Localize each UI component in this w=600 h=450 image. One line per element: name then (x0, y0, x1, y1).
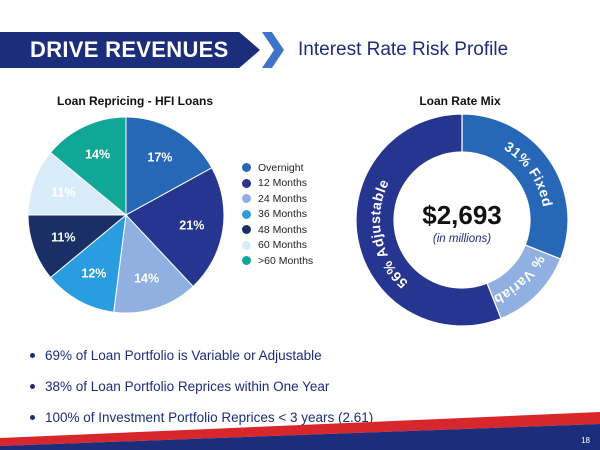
bullet-item: 38% of Loan Portfolio Reprices within On… (30, 371, 373, 402)
bullet-text: 100% of Investment Portfolio Reprices < … (45, 410, 374, 425)
footer-navy-stripe (0, 424, 600, 450)
legend-item: 12 Months (242, 176, 313, 192)
donut-segment (461, 113, 569, 260)
pie-slice (113, 213, 194, 314)
bullet-dot-icon (30, 353, 35, 358)
legend-label: 36 Months (258, 208, 308, 221)
pie-slice-label: 14% (134, 271, 159, 285)
pie-slice-label: 11% (51, 185, 75, 199)
bullet-list: 69% of Loan Portfolio is Variable or Adj… (30, 340, 373, 433)
legend-item: >60 Months (242, 253, 313, 269)
pie-slice (125, 116, 213, 216)
legend-swatch (242, 240, 251, 250)
pie-slice (125, 167, 225, 288)
pie-slice-label: 12% (81, 266, 106, 280)
legend-swatch (242, 256, 251, 266)
bullet-text: 38% of Loan Portfolio Reprices within On… (45, 379, 330, 394)
banner-title: DRIVE REVENUES (30, 37, 229, 62)
legend-label: >60 Months (258, 254, 314, 267)
legend-label: Overnight (258, 161, 304, 174)
legend-swatch (242, 209, 251, 219)
bullet-item: 69% of Loan Portfolio is Variable or Adj… (30, 340, 373, 371)
pie-chart-title: Loan Repricing - HFI Loans (56, 94, 213, 108)
donut-chart-title: Loan Rate Mix (419, 94, 501, 108)
pie-slice-label: 17% (147, 151, 172, 165)
legend-label: 60 Months (258, 239, 308, 252)
legend-swatch (242, 194, 251, 204)
legend-swatch (242, 178, 251, 188)
footer-red-stripe (0, 412, 600, 446)
legend-item: 24 Months (242, 191, 313, 207)
legend-swatch (242, 163, 251, 173)
pie-slice-label: 11% (51, 231, 75, 245)
pie-slice (27, 151, 128, 216)
legend-label: 12 Months (258, 177, 308, 190)
bullet-dot-icon (30, 415, 35, 420)
donut-center-note: (in millions) (433, 233, 491, 245)
legend-item: 36 Months (242, 207, 313, 223)
legend-label: 24 Months (258, 192, 308, 205)
pie-slice (27, 214, 128, 279)
bullet-text: 69% of Loan Portfolio is Variable or Adj… (45, 348, 322, 363)
bullet-dot-icon (30, 384, 35, 389)
pie-slice-label: 21% (179, 218, 204, 232)
page-subtitle: Interest Rate Risk Profile (298, 39, 509, 60)
donut-center-value: $2,693 (422, 200, 502, 230)
title-banner (0, 32, 260, 68)
legend-swatch (242, 225, 251, 235)
pie-slice (49, 116, 127, 217)
legend-item: 48 Months (242, 222, 313, 238)
pie-slice (49, 213, 127, 313)
page-number: 18 (581, 436, 590, 445)
donut-segment (355, 113, 502, 327)
legend-item: Overnight (242, 160, 313, 176)
bullet-item: 100% of Investment Portfolio Reprices < … (30, 402, 373, 433)
pie-legend: Overnight 12 Months 24 Months 36 Months 48 M… (242, 160, 313, 269)
legend-item: 60 Months (242, 238, 313, 254)
legend-label: 48 Months (258, 223, 308, 236)
pie-slice-label: 14% (85, 148, 110, 162)
